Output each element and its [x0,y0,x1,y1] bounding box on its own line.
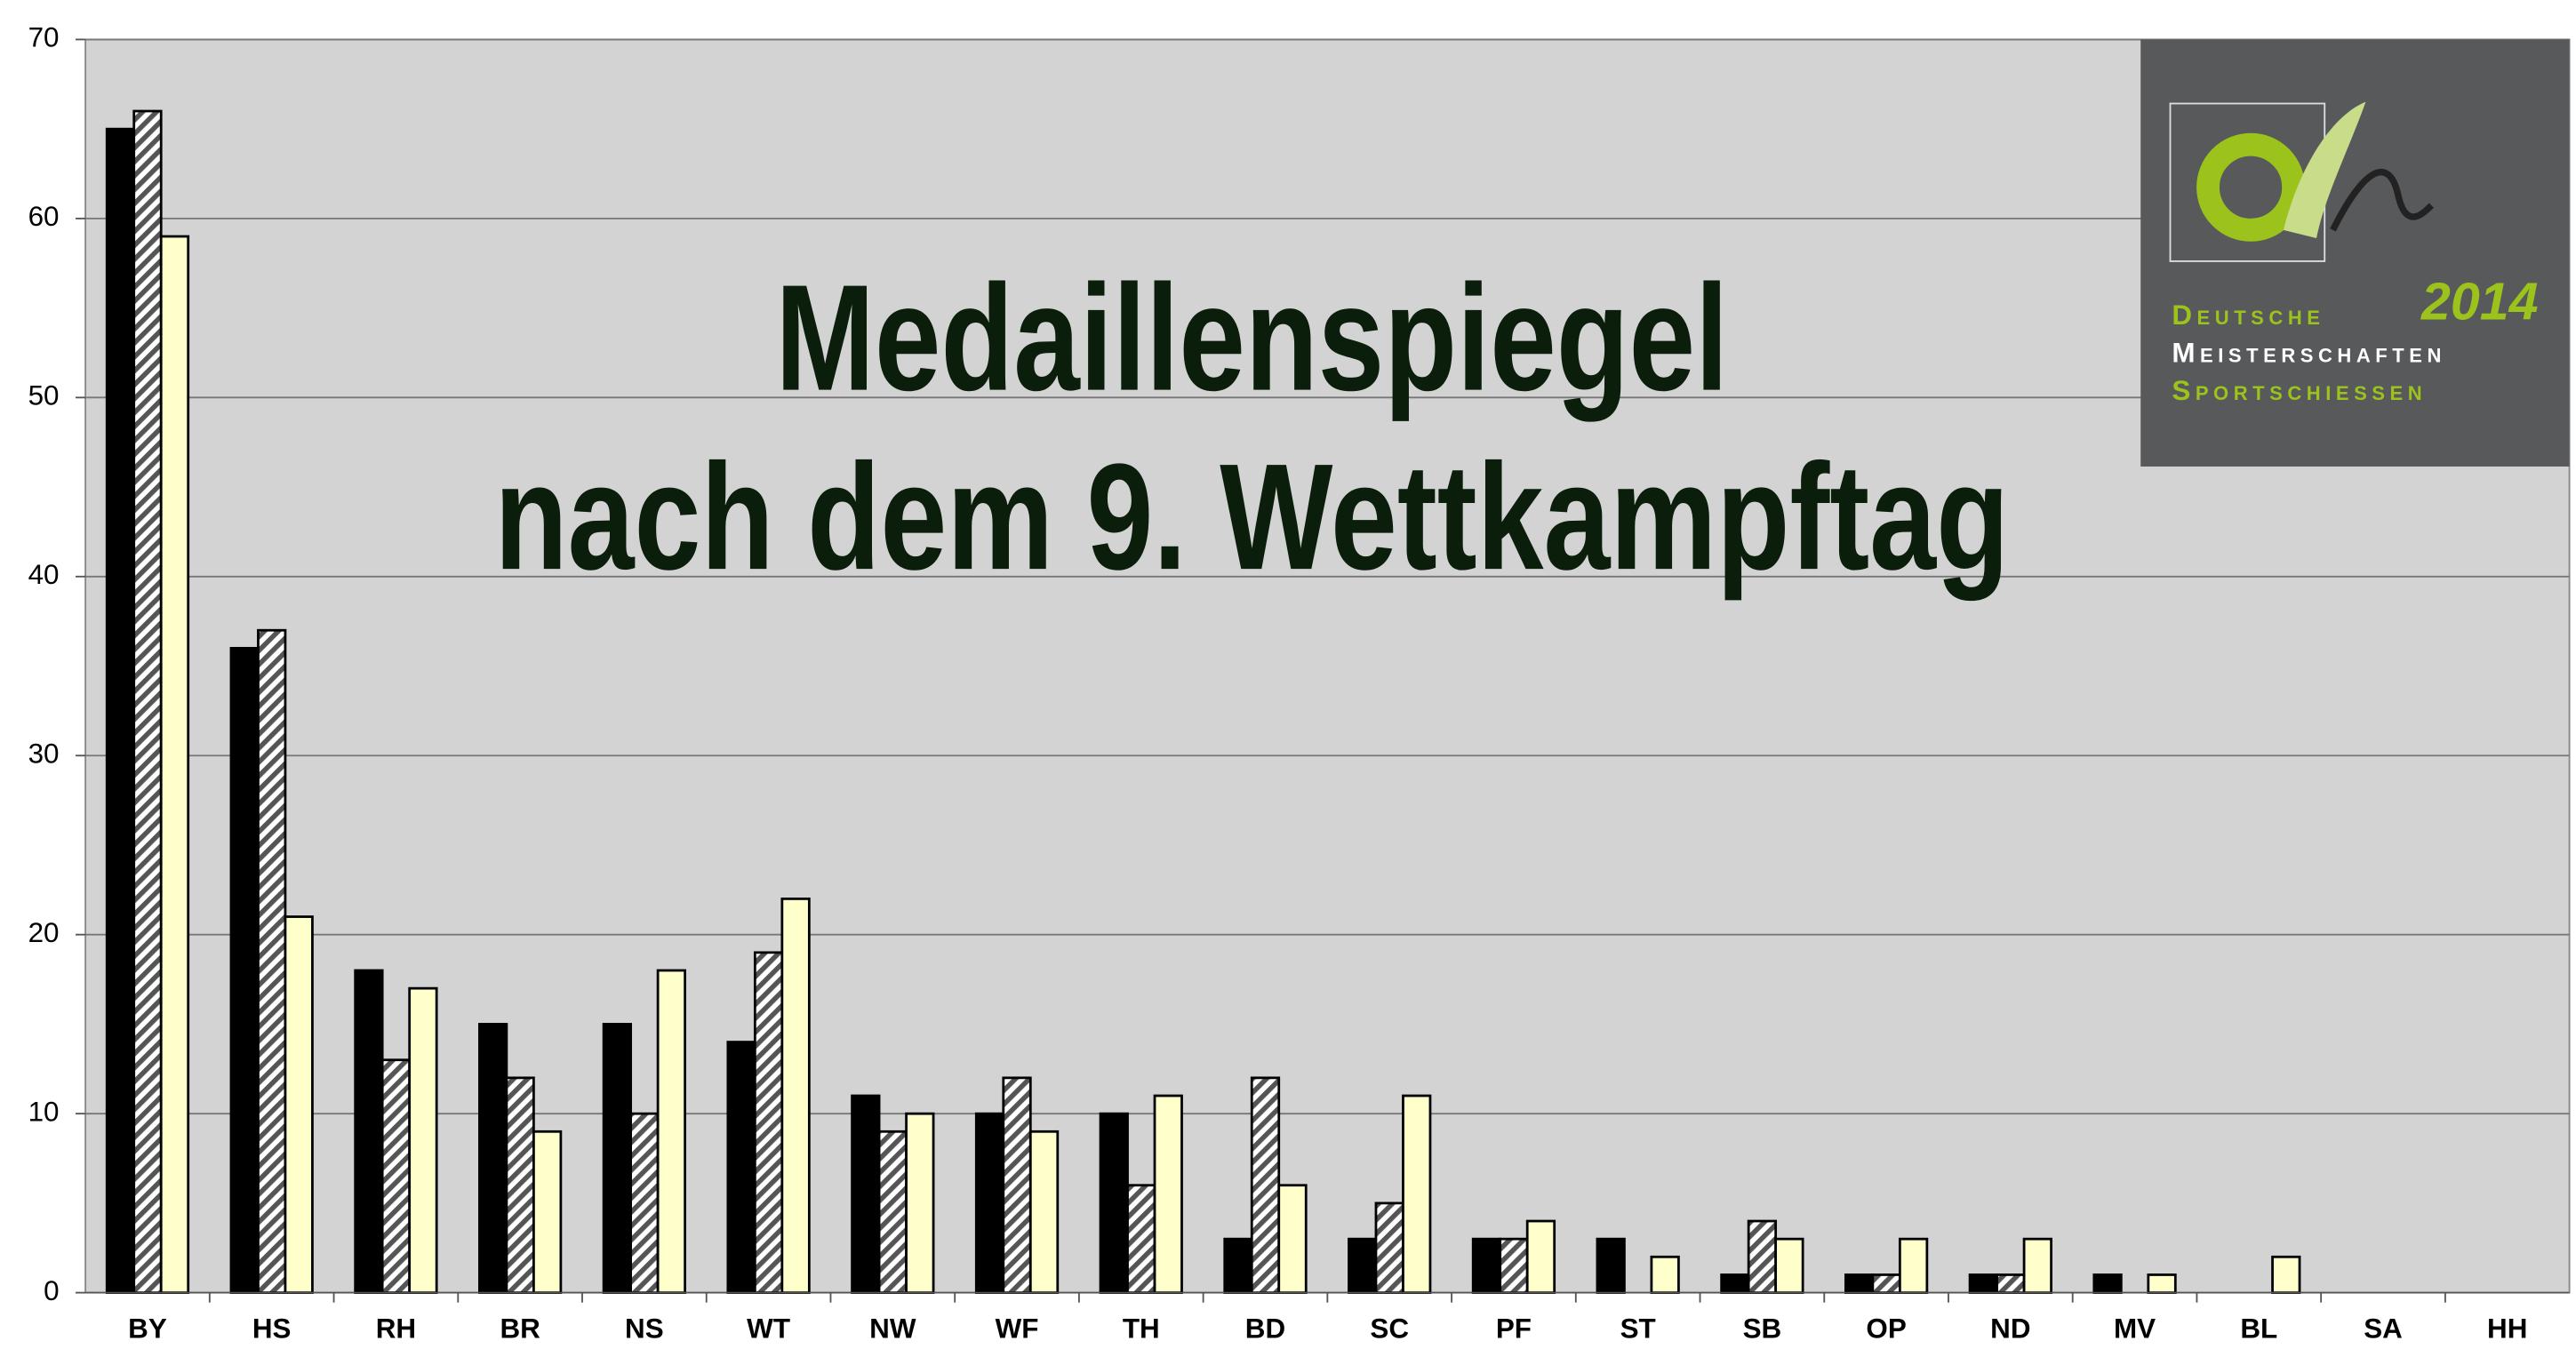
x-tick-label: BD [1245,1313,1285,1344]
bar [408,986,438,1294]
bar [1720,1273,1750,1294]
bar [1525,1219,1556,1294]
x-tick-label: SB [1743,1313,1782,1344]
bar [1471,1237,1502,1294]
bar [1650,1255,1680,1294]
logo-year: 2014 [2420,271,2539,331]
bar [284,915,314,1294]
bar [532,1130,563,1294]
chart-title: Medaillenspiegel [775,254,1728,423]
bar [974,1112,1005,1294]
bar [2022,1237,2052,1294]
bar [656,969,686,1294]
bar [1099,1112,1129,1294]
y-tick-label: 0 [44,1275,59,1306]
bar [1747,1219,1778,1294]
x-tick-label: TH [1123,1313,1160,1344]
x-tick-label: HH [2487,1313,2527,1344]
bar [629,1112,660,1294]
bar [1126,1184,1156,1294]
bar [478,1023,508,1294]
x-tick-label: NW [869,1313,916,1344]
bar [726,1041,756,1294]
bar [602,1023,633,1294]
x-tick-label: BR [500,1313,540,1344]
logo: Deutsche 2014 Meisterschaften Sportschie… [2140,39,2570,467]
bar [380,1058,412,1294]
logo-circle [2196,132,2306,242]
bar [1002,1076,1032,1294]
bar [1844,1273,1875,1294]
bar [1028,1130,1060,1294]
bar [1898,1237,1929,1294]
y-tick-label: 70 [28,22,60,53]
bar [1250,1076,1281,1294]
bar [1596,1237,1626,1294]
logo-stroke [2284,101,2366,239]
logo-stroke [2330,168,2434,232]
logo-text: Sportschiessen [2172,375,2427,406]
bar [905,1112,935,1294]
y-tick-label: 40 [28,559,60,590]
y-tick-label: 10 [28,1096,60,1127]
y-tick-label: 30 [28,738,60,770]
x-tick-label: MV [2114,1313,2156,1344]
logo-text: Meisterschaften [2172,338,2446,369]
bar [159,235,190,1294]
bar [753,951,784,1294]
bar [851,1094,881,1294]
x-tick-label: ND [1990,1313,2030,1344]
bar [1871,1273,1901,1294]
bar [505,1076,535,1294]
x-tick-label: RH [376,1313,416,1344]
bar [2092,1273,2123,1294]
x-tick-label: BL [2240,1313,2277,1344]
x-tick-label: WT [747,1313,790,1344]
x-tick-label: PF [1496,1313,1532,1344]
bar [105,127,136,1294]
bar [1499,1237,1529,1294]
bar [1348,1237,1378,1294]
x-tick-label: WF [996,1313,1039,1344]
bar [1223,1237,1253,1294]
bar [1996,1273,2026,1294]
x-tick-label: HS [252,1313,292,1344]
y-tick-label: 20 [28,917,60,948]
bar [229,646,260,1294]
x-tick-label: SC [1370,1313,1409,1344]
chart-title: nach dem 9. Wettkampftag [494,433,2009,602]
x-tick-label: NS [625,1313,664,1344]
x-tick-label: BY [128,1313,167,1344]
y-tick-label: 50 [28,380,60,411]
bar [1774,1237,1804,1294]
bar [257,628,287,1294]
bar [1374,1201,1404,1294]
bar [877,1130,908,1294]
bar [2271,1255,2301,1294]
bar [1968,1273,1998,1294]
bar [132,109,163,1294]
bar [1153,1094,1183,1294]
x-tick-label: SA [2364,1313,2403,1344]
x-tick-label: ST [1620,1313,1656,1344]
x-tick-label: OP [1866,1313,1906,1344]
logo-text: Deutsche [2172,299,2324,331]
bar [1277,1184,1308,1294]
bar [2147,1273,2177,1294]
bar [780,898,811,1294]
bar [354,969,384,1294]
bar [1402,1094,1432,1294]
y-tick-label: 60 [28,201,60,232]
